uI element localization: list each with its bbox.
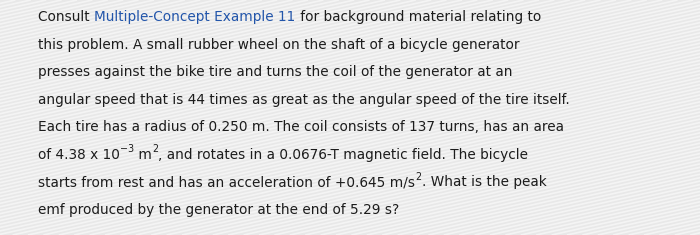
Text: presses against the bike tire and turns the coil of the generator at an: presses against the bike tire and turns … (38, 65, 513, 79)
Text: this problem. A small rubber wheel on the shaft of a bicycle generator: this problem. A small rubber wheel on th… (38, 38, 520, 52)
Text: m: m (134, 148, 153, 162)
Text: Each tire has a radius of 0.250 m. The coil consists of 137 turns, has an area: Each tire has a radius of 0.250 m. The c… (38, 120, 564, 134)
Text: , and rotates in a 0.0676-T magnetic field. The bicycle: , and rotates in a 0.0676-T magnetic fie… (158, 148, 528, 162)
Text: 2: 2 (416, 172, 421, 182)
Text: for background material relating to: for background material relating to (295, 10, 541, 24)
Text: Consult: Consult (38, 10, 95, 24)
Text: of 4.38 x 10: of 4.38 x 10 (38, 148, 120, 162)
Text: emf produced by the generator at the end of 5.29 s?: emf produced by the generator at the end… (38, 203, 400, 217)
Text: Multiple-Concept Example 11: Multiple-Concept Example 11 (94, 10, 295, 24)
Text: −3: −3 (120, 144, 134, 154)
Text: 2: 2 (153, 144, 158, 154)
Text: angular speed that is 44 times as great as the angular speed of the tire itself.: angular speed that is 44 times as great … (38, 93, 570, 107)
Text: . What is the peak: . What is the peak (421, 175, 546, 189)
Text: starts from rest and has an acceleration of +0.645 m/s: starts from rest and has an acceleration… (38, 175, 416, 189)
